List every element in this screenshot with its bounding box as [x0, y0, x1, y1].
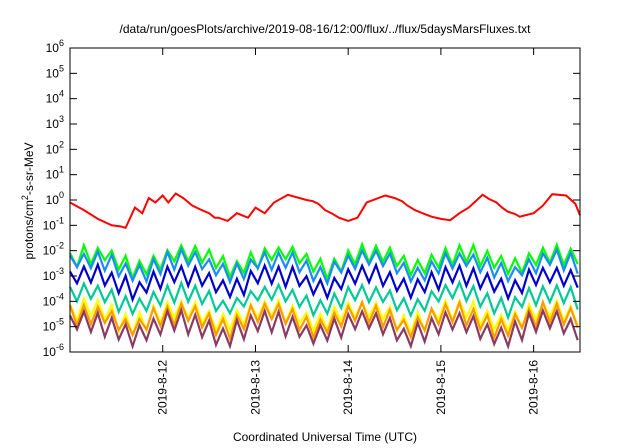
- y-tick-label: 10-6: [43, 342, 64, 359]
- y-tick-label: 10-5: [43, 317, 64, 334]
- series-line-3: [69, 246, 579, 287]
- y-tick-label: 10-4: [43, 291, 64, 308]
- series-line-7: [68, 298, 579, 343]
- svg-text:protons/cm2-s-sr-MeV: protons/cm2-s-sr-MeV: [20, 142, 36, 259]
- series-line-5: [69, 279, 579, 321]
- series-line-4: [69, 261, 579, 303]
- x-tick-label: 2019-8-12: [156, 360, 170, 415]
- y-tick-label: 103: [46, 114, 64, 131]
- y-axis-label: protons/cm2-s-sr-MeV: [20, 142, 36, 259]
- y-label-base: protons/cm: [22, 200, 36, 259]
- series-line-2: [69, 241, 579, 283]
- y-tick-label: 101: [46, 165, 64, 182]
- series-line-1: [69, 192, 581, 229]
- y-tick-label: 105: [46, 63, 64, 80]
- y-tick-label: 102: [46, 139, 64, 156]
- x-tick-label: 2019-8-14: [341, 360, 355, 415]
- y-tick-label: 106: [46, 38, 64, 55]
- x-tick-label: 2019-8-13: [248, 360, 262, 415]
- y-tick-label: 104: [46, 89, 64, 106]
- y-tick-label: 10-1: [43, 215, 64, 232]
- x-tick-label: 2019-8-15: [434, 360, 448, 415]
- chart-title: /data/run/goesPlots/archive/2019-08-16/1…: [120, 22, 532, 36]
- axis-layer: 10-6 10-5 10-4 10-3 10-2 10-1 100 101 102 103 104 1…: [43, 38, 581, 415]
- x-axis-label: Coordinated Universal Time (UTC): [233, 430, 417, 444]
- y-tick-label: 10-2: [43, 241, 64, 258]
- y-label-sup: 2: [20, 195, 30, 200]
- y-label-rest: -s-sr-MeV: [22, 142, 36, 195]
- y-tick-label: 100: [46, 190, 64, 207]
- y-tick-label: 10-3: [43, 266, 64, 283]
- x-tick-label: 2019-8-16: [527, 360, 541, 415]
- series-layer: [68, 192, 581, 350]
- series-line-8: [69, 306, 579, 350]
